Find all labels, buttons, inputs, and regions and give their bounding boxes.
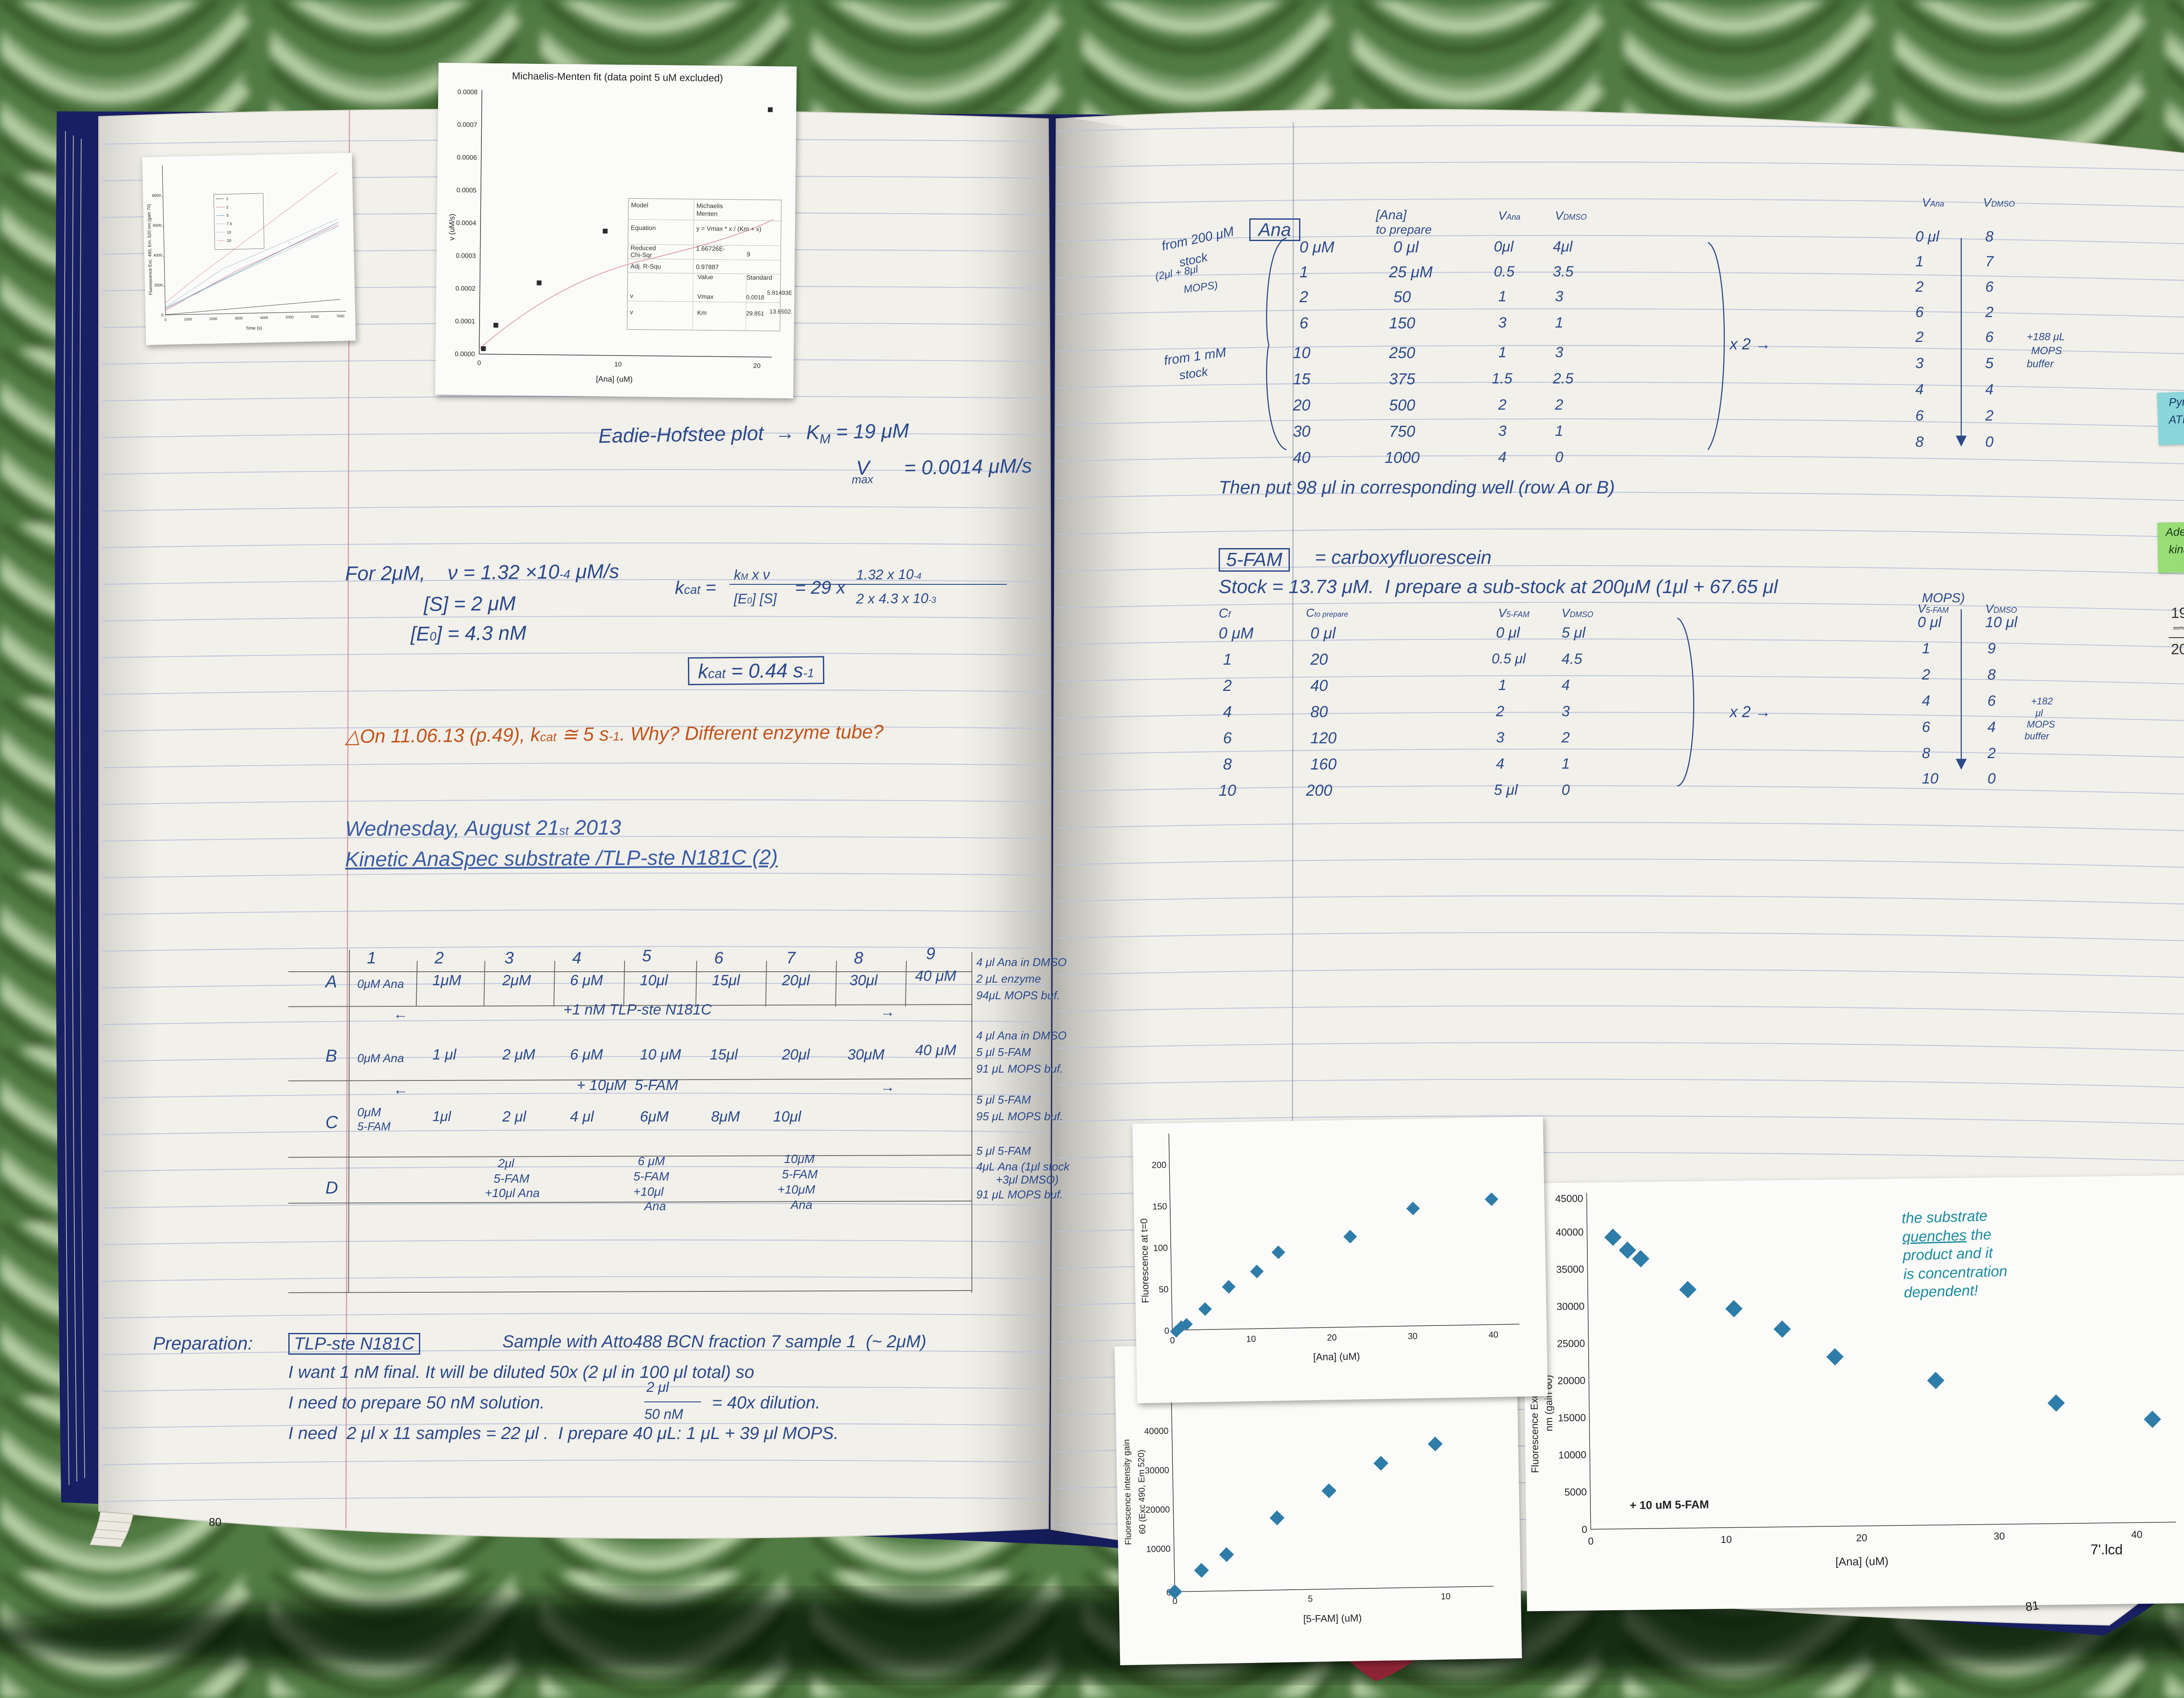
svg-text:100: 100 [1153, 1243, 1168, 1253]
svg-text:40000: 40000 [1555, 1226, 1583, 1238]
svg-text:5: 5 [1308, 1594, 1313, 1604]
svg-text:20000: 20000 [1557, 1375, 1585, 1387]
svg-text:20000: 20000 [1145, 1505, 1170, 1515]
svg-text:Fluorescence intensity gain: Fluorescence intensity gain [1122, 1439, 1133, 1545]
svg-text:25000: 25000 [1557, 1338, 1585, 1349]
svg-text:+ 10 uM 5-FAM: + 10 uM 5-FAM [1630, 1498, 1709, 1512]
svg-text:[Ana] (uM): [Ana] (uM) [1835, 1554, 1889, 1568]
svg-text:45000: 45000 [1555, 1193, 1583, 1204]
svg-text:Fluorescence at t=0: Fluorescence at t=0 [1138, 1218, 1151, 1303]
svg-text:35000: 35000 [1556, 1263, 1584, 1275]
svg-text:5000: 5000 [1564, 1486, 1586, 1498]
svg-text:10000: 10000 [1146, 1544, 1171, 1554]
svg-text:60 (Exc 490, Em 520): 60 (Exc 490, Em 520) [1137, 1450, 1147, 1534]
svg-text:[Ana] (uM): [Ana] (uM) [1313, 1350, 1360, 1363]
svg-text:30: 30 [1408, 1332, 1418, 1341]
svg-text:40: 40 [1489, 1330, 1499, 1340]
svg-text:10: 10 [1441, 1592, 1451, 1601]
svg-text:10: 10 [1246, 1334, 1256, 1344]
svg-text:30: 30 [1994, 1530, 2005, 1542]
svg-text:0: 0 [1588, 1536, 1594, 1547]
svg-text:30000: 30000 [1556, 1301, 1584, 1312]
svg-text:20: 20 [1327, 1333, 1337, 1343]
svg-text:40: 40 [2131, 1529, 2143, 1540]
svg-text:0: 0 [1164, 1326, 1169, 1336]
svg-text:40000: 40000 [1144, 1426, 1168, 1436]
svg-text:30000: 30000 [1145, 1466, 1169, 1476]
svg-text:150: 150 [1152, 1202, 1167, 1212]
svg-text:[5-FAM] (uM): [5-FAM] (uM) [1303, 1612, 1362, 1624]
svg-text:0: 0 [1170, 1336, 1175, 1346]
svg-text:200: 200 [1152, 1160, 1167, 1170]
svg-text:10: 10 [1721, 1534, 1732, 1545]
svg-text:10000: 10000 [1559, 1449, 1586, 1461]
svg-text:0: 0 [1582, 1524, 1587, 1535]
svg-text:20: 20 [1856, 1532, 1867, 1543]
svg-text:15000: 15000 [1558, 1412, 1586, 1424]
svg-text:50: 50 [1159, 1285, 1169, 1294]
